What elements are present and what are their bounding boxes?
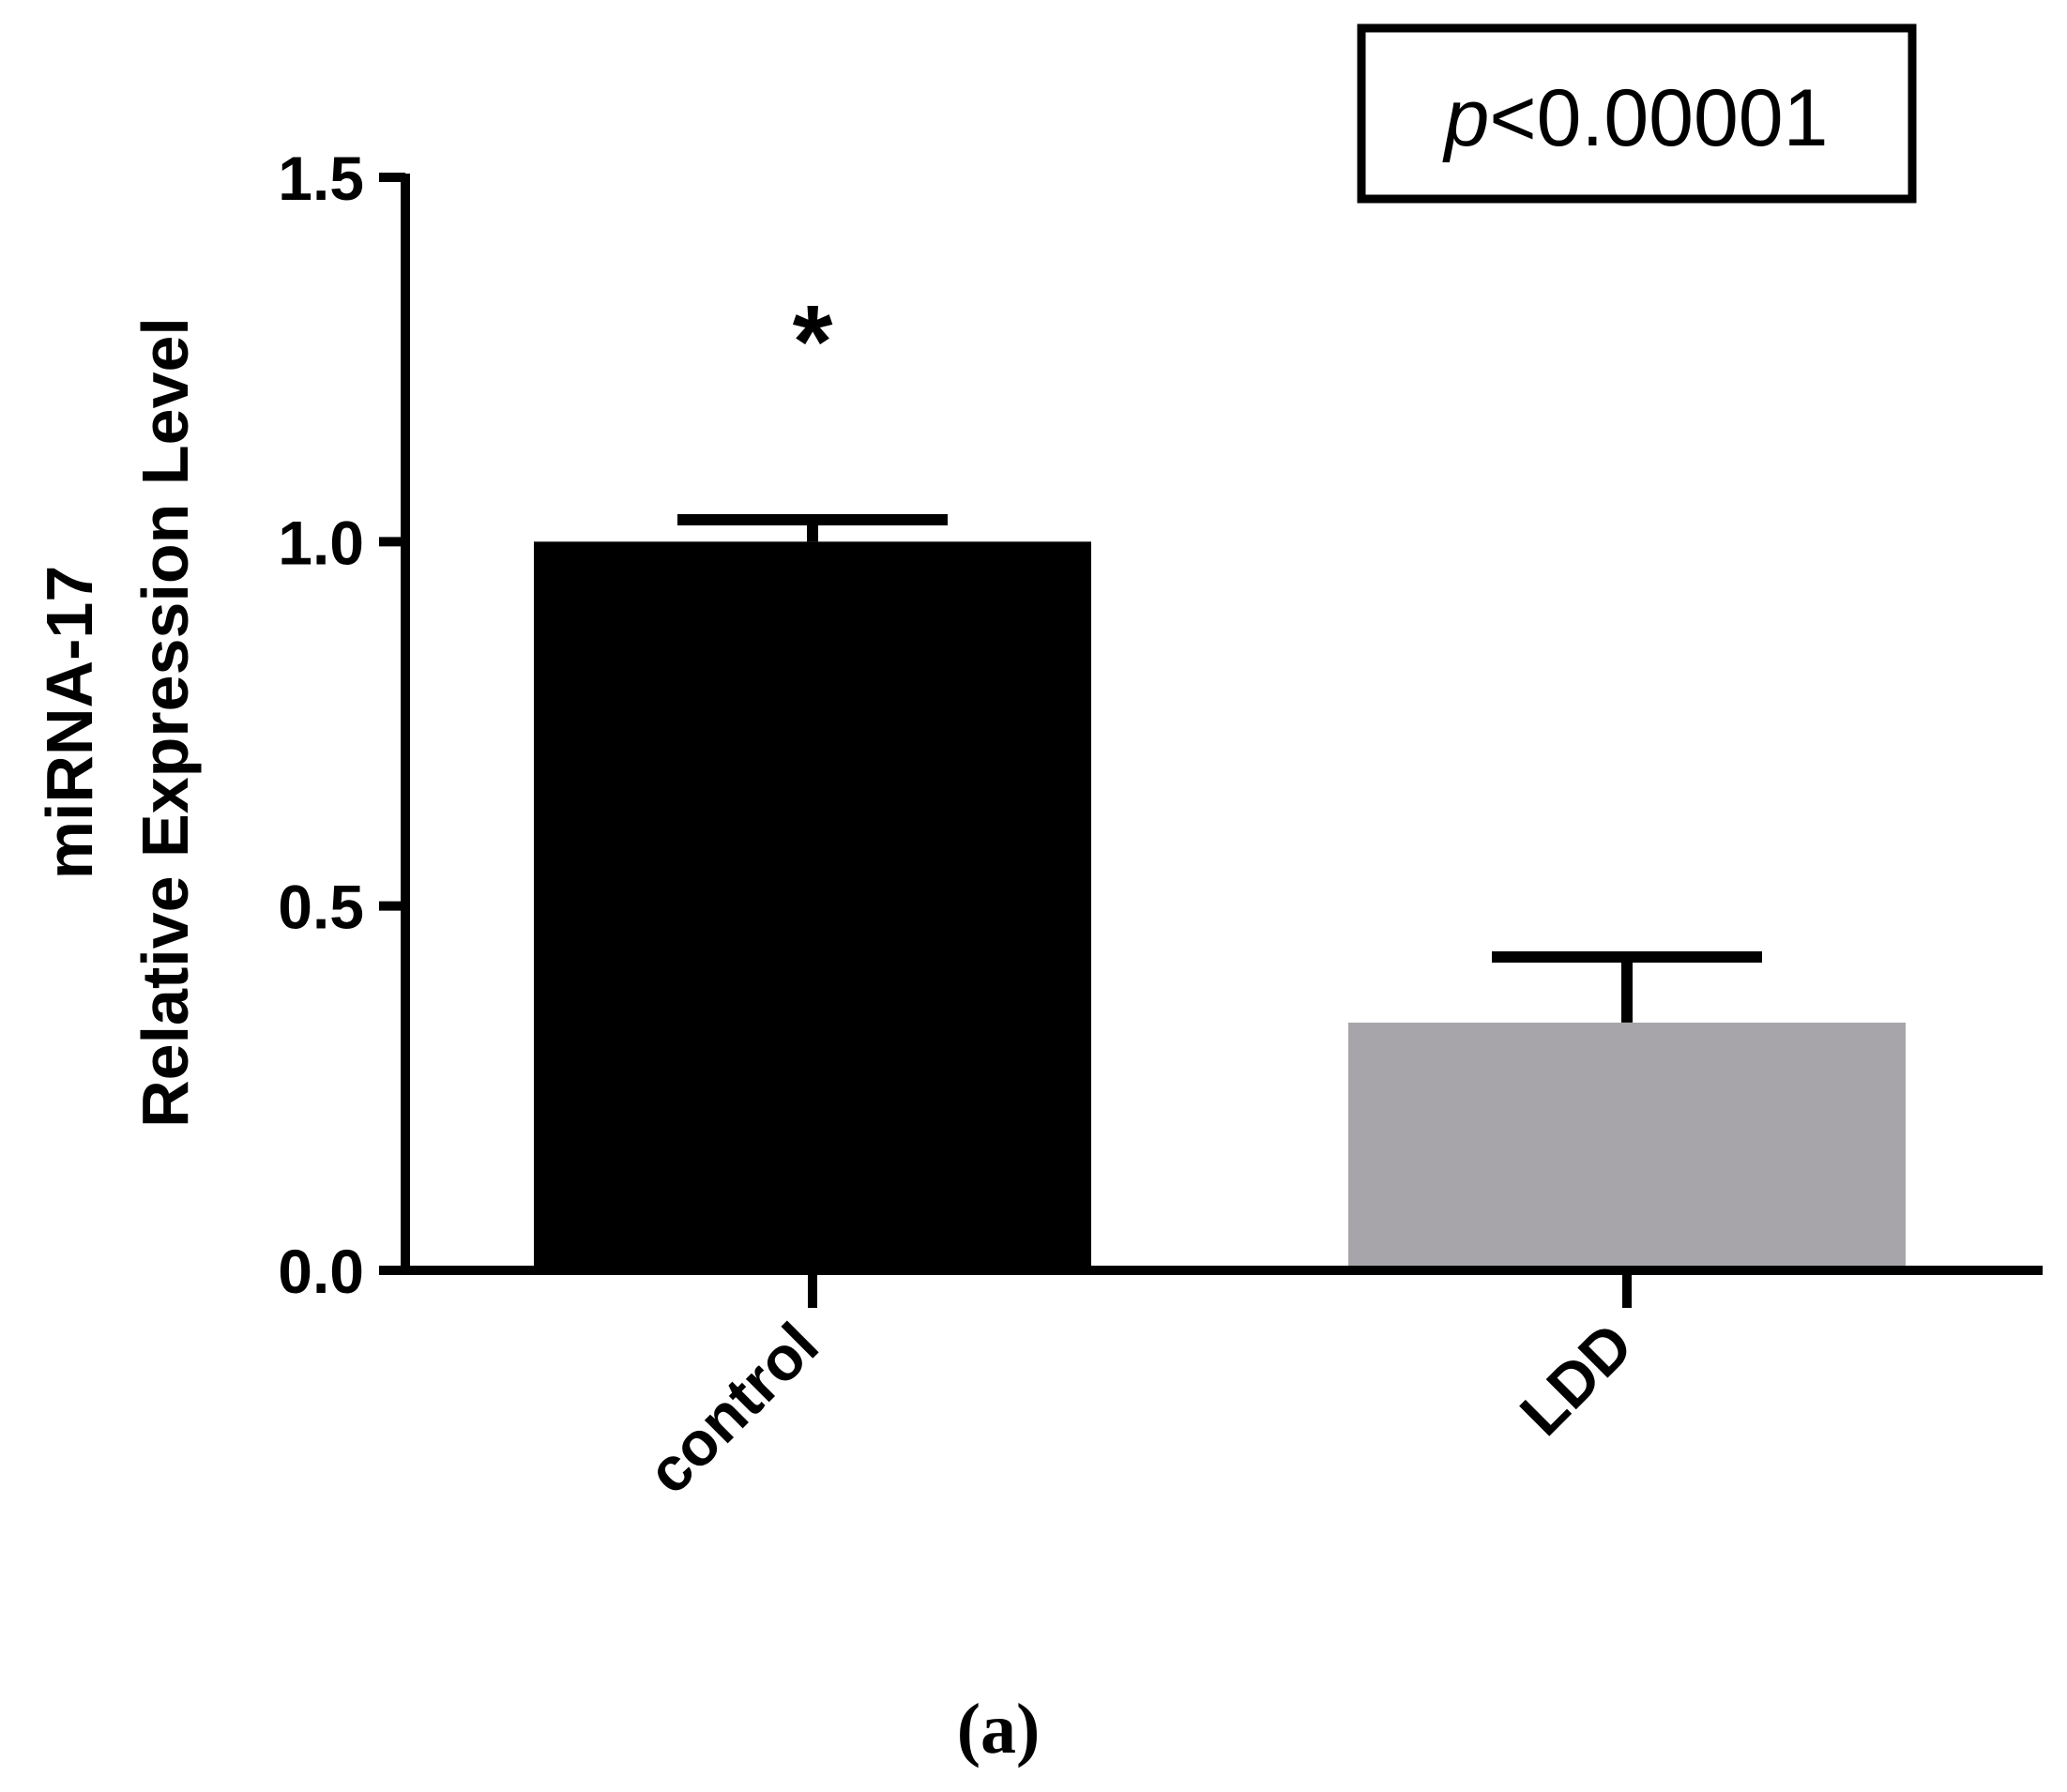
y-axis-title-line1: miRNA-17 bbox=[33, 566, 106, 880]
panel-label: (a) bbox=[957, 1690, 1041, 1769]
x-tick-label-control: control bbox=[633, 1310, 830, 1507]
y-tick-label: 1.0 bbox=[278, 508, 364, 577]
bar-ldd bbox=[1348, 1022, 1906, 1270]
bar-control bbox=[534, 541, 1091, 1270]
y-ticks-layer: 0.0 0.5 1.0 1.5 bbox=[278, 144, 405, 1306]
significance-star: * bbox=[793, 284, 833, 400]
p-value-prefix: p bbox=[1442, 73, 1490, 163]
p-value-border bbox=[1357, 23, 1917, 204]
p-value-label: p<0.00001 bbox=[1442, 73, 1829, 163]
y-tick-label: 0.0 bbox=[278, 1237, 364, 1306]
x-tick-label-ldd: LDD bbox=[1507, 1310, 1646, 1449]
error-bars-layer bbox=[677, 514, 1762, 1023]
bars-layer bbox=[534, 541, 1906, 1270]
p-value-rest: <0.00001 bbox=[1489, 73, 1828, 163]
p-value-box: p<0.00001 bbox=[1357, 23, 1917, 204]
x-ticks-layer: control LDD bbox=[633, 1270, 1646, 1507]
y-axis-title: miRNA-17 Relative Expression Level bbox=[33, 317, 202, 1128]
axes-layer bbox=[401, 174, 2043, 1275]
y-axis-title-line2: Relative Expression Level bbox=[129, 317, 202, 1128]
y-tick-label: 0.5 bbox=[278, 873, 364, 942]
y-tick-label: 1.5 bbox=[278, 144, 364, 213]
